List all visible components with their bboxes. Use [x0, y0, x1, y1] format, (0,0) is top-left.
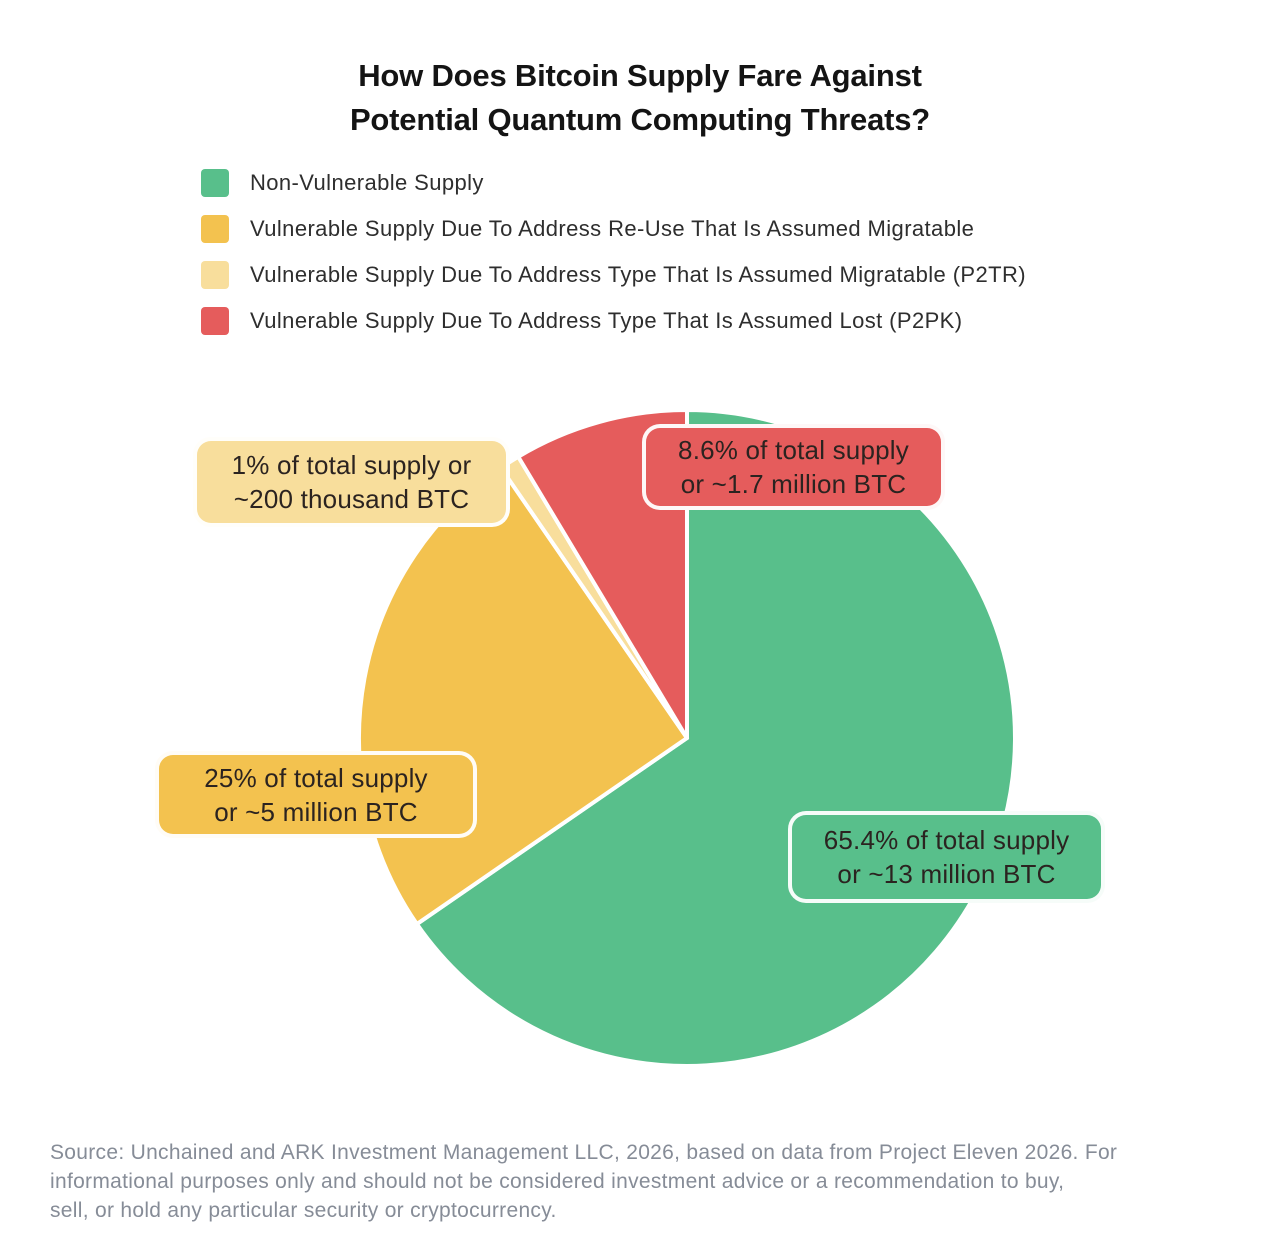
callout-non-vulnerable: 65.4% of total supply or ~13 million BTC	[788, 811, 1105, 903]
callout-p2pk-lost: 8.6% of total supply or ~1.7 million BTC	[642, 424, 945, 510]
callout-line: 25% of total supply	[204, 762, 428, 793]
legend-swatch-red	[201, 307, 229, 335]
callout-p2tr-migratable: 1% of total supply or ~200 thousand BTC	[193, 437, 510, 527]
legend-label: Vulnerable Supply Due To Address Type Th…	[250, 308, 963, 333]
legend-item-p2pk-lost: Vulnerable Supply Due To Address Type Th…	[201, 307, 1026, 335]
callout-line: or ~13 million BTC	[837, 859, 1056, 889]
callout-line: 1% of total supply or	[231, 450, 472, 480]
callout-reuse-migratable: 25% of total supply or ~5 million BTC	[155, 751, 477, 838]
legend-label: Vulnerable Supply Due To Address Type Th…	[250, 262, 1026, 287]
callout-line: ~200 thousand BTC	[233, 484, 470, 514]
source-line: sell, or hold any particular security or…	[50, 1199, 557, 1222]
source-text: Source: Unchained and ARK Investment Man…	[50, 1138, 1250, 1225]
legend-label: Vulnerable Supply Due To Address Re-Use …	[250, 216, 975, 241]
legend-item-p2tr-migratable: Vulnerable Supply Due To Address Type Th…	[201, 261, 1026, 289]
callout-line: 8.6% of total supply	[678, 435, 909, 465]
callout-line: or ~5 million BTC	[214, 796, 418, 827]
source-line: Source: Unchained and ARK Investment Man…	[50, 1141, 1118, 1164]
legend-swatch-green	[201, 169, 229, 197]
legend-item-reuse-migratable: Vulnerable Supply Due To Address Re-Use …	[201, 215, 1026, 243]
chart-title-line1: How Does Bitcoin Supply Fare Against	[358, 58, 922, 93]
callout-line: or ~1.7 million BTC	[680, 469, 907, 499]
chart-title-line2: Potential Quantum Computing Threats?	[349, 102, 931, 137]
legend-item-non-vulnerable: Non-Vulnerable Supply	[201, 169, 1026, 197]
callout-line: 65.4% of total supply	[823, 825, 1070, 855]
legend-swatch-pale-yellow	[201, 261, 229, 289]
chart-title: How Does Bitcoin Supply Fare Against Pot…	[0, 54, 1280, 142]
legend: Non-Vulnerable Supply Vulnerable Supply …	[201, 169, 1026, 353]
legend-swatch-yellow	[201, 215, 229, 243]
legend-label: Non-Vulnerable Supply	[250, 170, 484, 195]
source-line: informational purposes only and should n…	[50, 1170, 1065, 1193]
